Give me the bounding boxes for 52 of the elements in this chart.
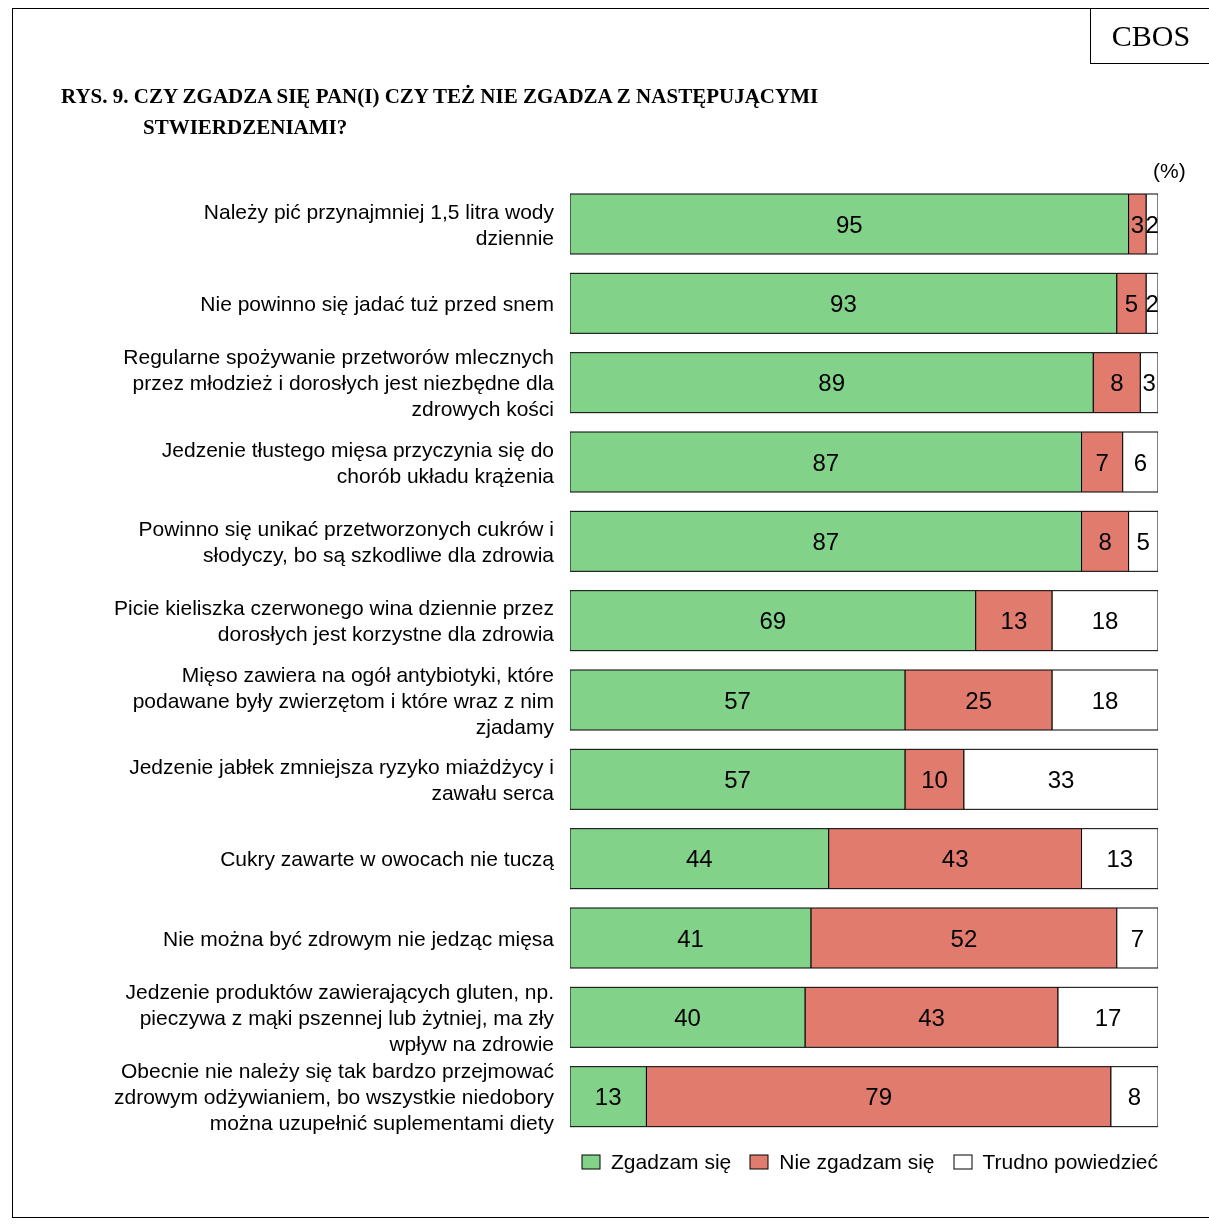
chart-title: RYS. 9. CZY ZGADZA SIĘ PAN(I) CZY TEŻ NIE ZGADZA Z NASTĘPUJĄCYMI STWIERDZENIAMI? [61, 83, 820, 141]
y-tick-label: Jedzenie produktów zawierających gluten, np. pieczywa z mąki pszennej lub żytniej, ma zły wpływ na zdrowie [125, 979, 555, 1055]
text: CBOS [1090, 8, 1209, 64]
data-label: 57 [724, 686, 751, 714]
data-label: 33 [1047, 765, 1075, 793]
y-tick-label: Obecnie nie należy się tak bardzo przejmować zdrowym odżywianiem, bo wszystkie niedobory można uzupełnić suplementami diety [113, 1058, 555, 1134]
data-label: 52 [950, 924, 978, 952]
data-label: 25 [965, 686, 993, 714]
y-tick-label: Należy pić przynajmniej 1,5 litra wody dziennie [203, 199, 555, 249]
y-tick-label: Jedzenie tłustego mięsa przyczynia się do chorób układu krążenia [161, 437, 555, 487]
data-label: 69 [759, 607, 787, 635]
data-label: 89 [818, 369, 846, 397]
data-label: 13 [594, 1083, 622, 1111]
data-label: 5 [1124, 289, 1139, 317]
data-label: 18 [1091, 607, 1119, 635]
data-label: 57 [724, 765, 751, 793]
data-label: 43 [918, 1003, 945, 1031]
data-label: 87 [812, 527, 840, 555]
data-label: 13 [1106, 845, 1134, 873]
legend-label: Zgadzam się [610, 1150, 732, 1174]
data-label: 93 [830, 289, 857, 317]
data-label: 3 [1142, 369, 1156, 397]
data-label: 40 [674, 1003, 701, 1031]
data-label: 41 [677, 924, 704, 952]
data-label: 18 [1091, 686, 1119, 714]
data-label: 7 [1130, 924, 1145, 952]
y-tick-label: Cukry zawarte w owocach nie tuczą [220, 846, 555, 870]
data-label: 5 [1136, 527, 1150, 555]
data-label: 43 [941, 845, 969, 873]
data-label: 79 [865, 1083, 893, 1111]
y-tick-label: Jedzenie jabłek zmniejsza ryzyko miażdżycy i zawału serca [129, 754, 555, 804]
data-label: 6 [1133, 448, 1148, 476]
data-label: 8 [1098, 527, 1112, 555]
data-label: 87 [812, 448, 840, 476]
legend-label: Trudno powiedzieć [981, 1150, 1158, 1174]
data-label: 10 [921, 765, 948, 793]
data-label: 3 [1130, 210, 1145, 238]
data-label: 8 [1110, 369, 1124, 397]
data-label: 95 [835, 210, 863, 238]
data-label: 7 [1095, 448, 1109, 476]
y-tick-label: Picie kieliszka czerwonego wina dziennie przez dorosłych jest korzystne dla zdrowia [113, 595, 555, 645]
text: (%) [1153, 159, 1186, 183]
y-tick-label: Powinno się unikać przetworzonych cukrów i słodyczy, bo są szkodliwe dla zdrowia [138, 516, 555, 566]
y-tick-label: Regularne spożywanie przetworów mlecznych przez młodzież i dorosłych jest niezbędne dla zdrowych kości [123, 344, 555, 420]
data-label: 17 [1094, 1003, 1122, 1031]
y-tick-label: Nie można być zdrowym nie jedząc mięsa [163, 926, 555, 950]
data-label: 8 [1127, 1083, 1142, 1111]
data-label: 13 [1000, 607, 1028, 635]
data-label: 44 [686, 845, 713, 873]
y-tick-label: Nie powinno się jadać tuż przed snem [200, 291, 554, 315]
legend-label: Nie zgadzam się [778, 1150, 935, 1174]
y-tick-label: Mięso zawiera na ogół antybiotyki, które podawane były zwierzętom i które wraz z nim zjadamy [132, 662, 555, 738]
